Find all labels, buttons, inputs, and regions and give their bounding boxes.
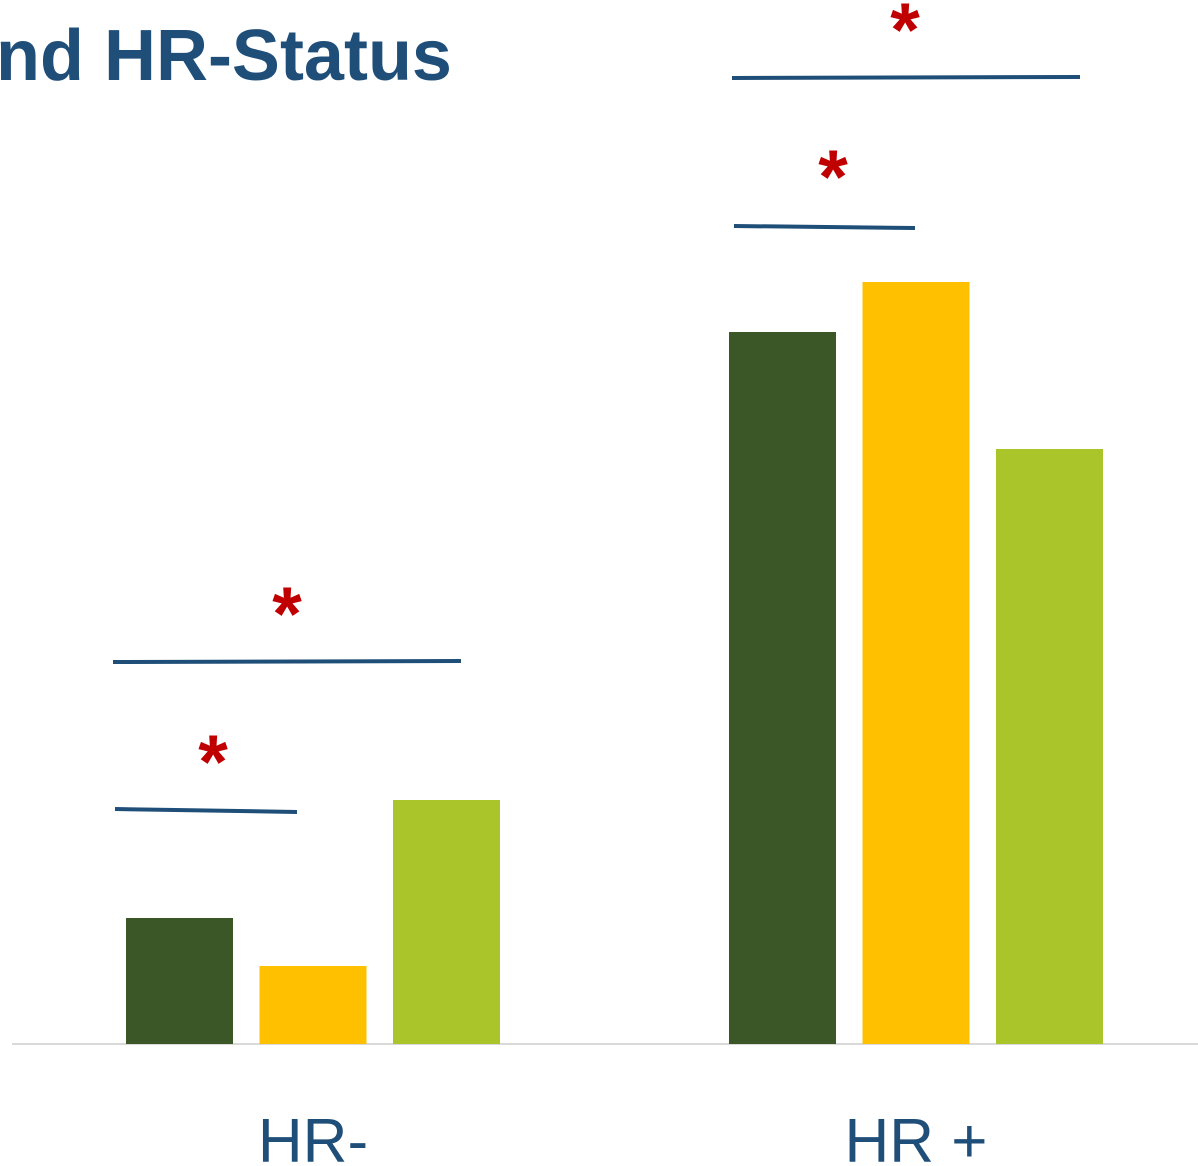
- chart-title: nd HR-Status: [0, 16, 452, 96]
- bracket: [733, 224, 916, 230]
- significance-star: *: [890, 0, 920, 73]
- bar: [126, 918, 233, 1044]
- significance-star: *: [818, 135, 848, 220]
- significance-brackets: [112, 75, 1081, 814]
- bar: [729, 332, 836, 1044]
- significance-star: *: [198, 720, 228, 805]
- bar: [393, 800, 500, 1044]
- bar: [996, 449, 1103, 1044]
- bracket: [731, 75, 1081, 80]
- bracket: [112, 659, 462, 664]
- bar: [259, 966, 367, 1044]
- x-tick-label: HR +: [845, 1107, 988, 1166]
- bar: [862, 282, 970, 1044]
- significance-star: *: [272, 572, 302, 657]
- x-tick-label: HR-: [258, 1107, 368, 1166]
- bracket: [114, 807, 298, 814]
